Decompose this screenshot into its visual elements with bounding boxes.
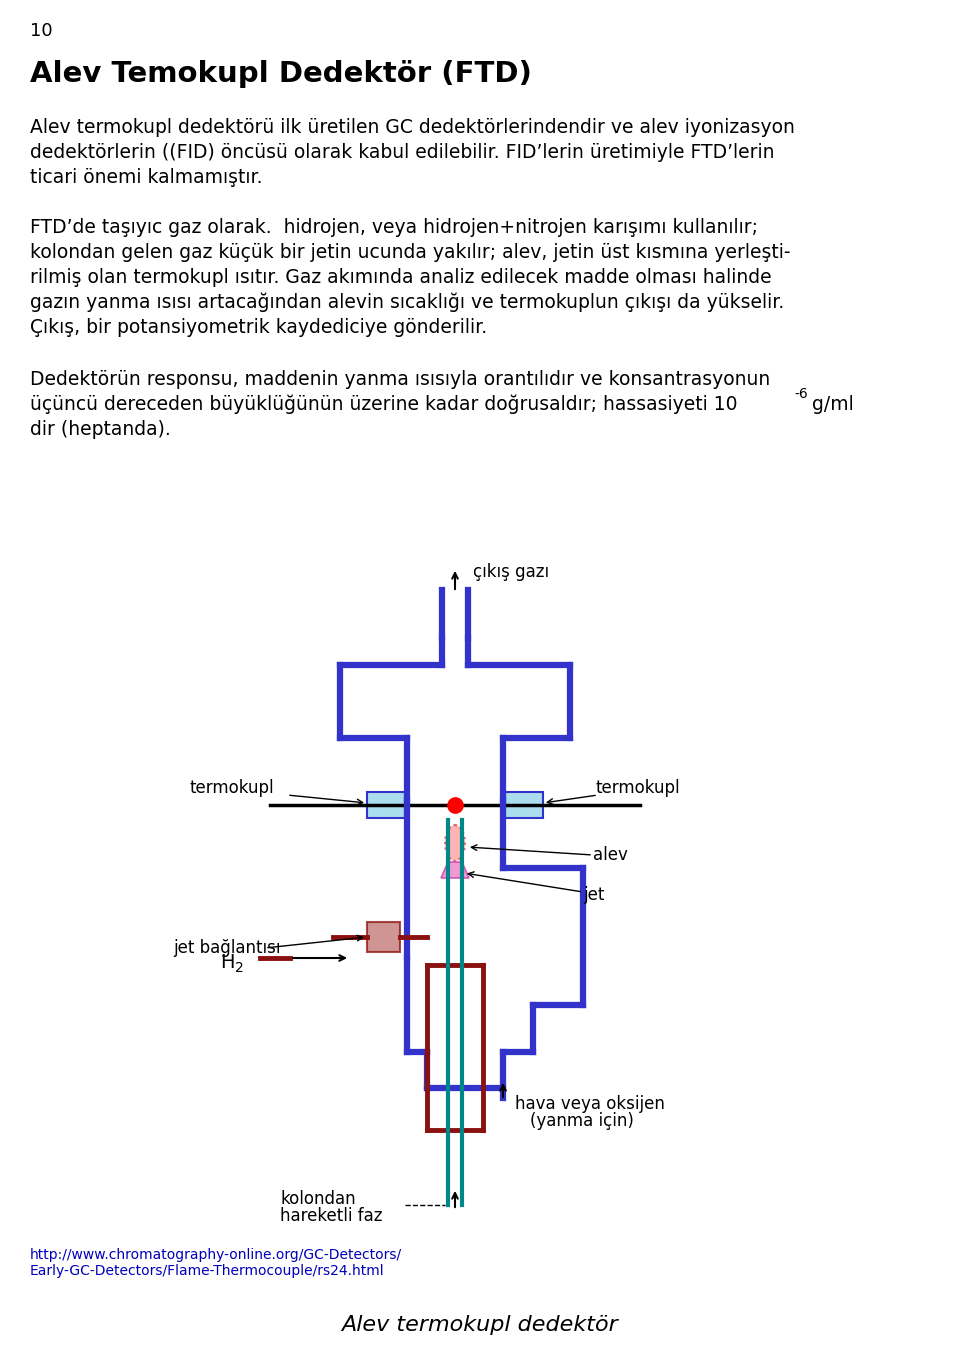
Bar xyxy=(367,792,405,818)
Text: Early-GC-Detectors/Flame-Thermocouple/rs24.html: Early-GC-Detectors/Flame-Thermocouple/rs… xyxy=(30,1264,385,1277)
Text: termokupl: termokupl xyxy=(190,779,275,796)
Text: Alev termokupl dedektör: Alev termokupl dedektör xyxy=(342,1316,618,1335)
Text: Dedektörün responsu, maddenin yanma ısısıyla orantılıdır ve konsantrasyonun: Dedektörün responsu, maddenin yanma ısıs… xyxy=(30,370,770,389)
Text: jet bağlantısı: jet bağlantısı xyxy=(173,939,280,957)
Text: H: H xyxy=(220,953,234,972)
Text: üçüncü dereceden büyüklüğünün üzerine kadar doğrusaldır; hassasiyeti 10: üçüncü dereceden büyüklüğünün üzerine ka… xyxy=(30,395,737,414)
Bar xyxy=(505,792,543,818)
Text: g/ml: g/ml xyxy=(806,395,853,414)
Ellipse shape xyxy=(445,825,465,862)
Text: Alev termokupl dedektörü ilk üretilen GC dedektörlerindendir ve alev iyonizasyon: Alev termokupl dedektörü ilk üretilen GC… xyxy=(30,118,795,137)
Text: dedektörlerin ((FID) öncüsü olarak kabul edilebilir. FID’lerin üretimiyle FTD’le: dedektörlerin ((FID) öncüsü olarak kabul… xyxy=(30,143,775,162)
Text: (yanma için): (yanma için) xyxy=(530,1112,634,1129)
Text: termokupl: termokupl xyxy=(595,779,680,796)
Text: hava veya oksijen: hava veya oksijen xyxy=(515,1095,665,1113)
Text: 2: 2 xyxy=(235,961,244,974)
Text: Çıkış, bir potansiyometrik kaydediciye gönderilir.: Çıkış, bir potansiyometrik kaydediciye g… xyxy=(30,318,487,337)
Text: ticari önemi kalmamıştır.: ticari önemi kalmamıştır. xyxy=(30,169,262,188)
Polygon shape xyxy=(441,862,469,878)
Bar xyxy=(367,921,400,953)
Text: çıkış gazı: çıkış gazı xyxy=(473,563,549,582)
Text: http://www.chromatography-online.org/GC-Detectors/: http://www.chromatography-online.org/GC-… xyxy=(30,1248,402,1263)
Text: kolondan gelen gaz küçük bir jetin ucunda yakılır; alev, jetin üst kısmına yerle: kolondan gelen gaz küçük bir jetin ucund… xyxy=(30,243,790,262)
Text: alev: alev xyxy=(593,847,628,864)
Text: jet: jet xyxy=(583,886,605,904)
Text: FTD’de taşıyıc gaz olarak.  hidrojen, veya hidrojen+nitrojen karışımı kullanılır: FTD’de taşıyıc gaz olarak. hidrojen, vey… xyxy=(30,217,758,236)
Text: 10: 10 xyxy=(30,22,53,39)
Text: Alev Temokupl Dedektör (FTD): Alev Temokupl Dedektör (FTD) xyxy=(30,60,532,88)
Text: kolondan: kolondan xyxy=(280,1190,355,1208)
Text: rilmiş olan termokupl ısıtır. Gaz akımında analiz edilecek madde olması halinde: rilmiş olan termokupl ısıtır. Gaz akımın… xyxy=(30,268,772,287)
Text: dir (heptanda).: dir (heptanda). xyxy=(30,420,171,439)
Text: hareketli faz: hareketli faz xyxy=(280,1207,382,1224)
Text: gazın yanma ısısı artacağından alevin sıcaklığı ve termokuplun çıkışı da yükseli: gazın yanma ısısı artacağından alevin sı… xyxy=(30,294,784,313)
Text: -6: -6 xyxy=(794,387,807,401)
